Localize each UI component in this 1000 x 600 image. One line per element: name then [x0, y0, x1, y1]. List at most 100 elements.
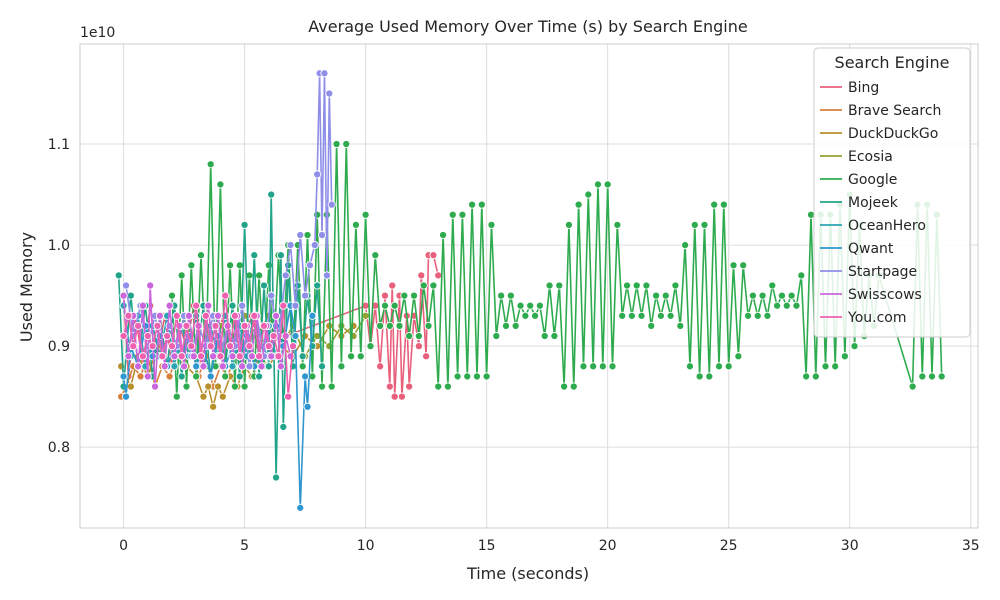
data-point — [550, 331, 559, 341]
data-point — [301, 291, 310, 300]
data-point — [182, 382, 191, 391]
x-tick-label: 30 — [841, 538, 859, 554]
data-point — [119, 331, 128, 341]
x-axis-label: Time (seconds) — [466, 564, 589, 583]
data-point — [196, 352, 206, 361]
data-point — [310, 241, 319, 250]
data-point — [414, 342, 423, 351]
data-point — [342, 139, 351, 149]
data-point — [395, 321, 404, 330]
data-point — [274, 352, 283, 361]
data-point — [196, 251, 206, 260]
data-point — [802, 372, 811, 381]
data-point — [497, 291, 506, 300]
data-point — [564, 220, 573, 229]
data-point — [492, 331, 501, 341]
data-point — [247, 352, 256, 361]
data-point — [579, 362, 588, 371]
data-point — [134, 321, 143, 330]
legend-label: Google — [848, 172, 897, 188]
data-point — [322, 271, 331, 280]
x-tick-label: 15 — [478, 538, 496, 554]
data-point — [647, 321, 656, 330]
data-point — [160, 362, 169, 371]
data-point — [313, 210, 322, 219]
data-point — [296, 503, 305, 512]
legend-label: Startpage — [848, 264, 917, 280]
data-point — [390, 301, 399, 310]
data-point — [235, 352, 244, 361]
data-point — [317, 382, 327, 391]
data-point — [695, 372, 704, 381]
data-point — [681, 241, 690, 250]
data-point — [768, 281, 777, 290]
data-point — [332, 139, 341, 149]
data-point — [516, 301, 525, 310]
data-point — [463, 372, 472, 381]
legend-item: Bing — [820, 80, 879, 96]
data-point — [753, 311, 762, 320]
data-point — [148, 352, 157, 361]
data-point — [739, 261, 748, 270]
data-point — [729, 261, 738, 270]
x-tick-label: 0 — [119, 538, 128, 554]
data-point — [153, 321, 162, 330]
legend-box — [813, 47, 971, 338]
data-point — [414, 331, 423, 341]
data-point — [642, 281, 651, 290]
data-point — [150, 382, 160, 391]
data-point — [724, 362, 733, 371]
data-point — [216, 180, 225, 189]
data-point — [121, 392, 131, 401]
data-point — [204, 382, 213, 391]
legend-item: Qwant — [820, 241, 894, 257]
data-point — [138, 352, 147, 361]
legend-label: Swisscows — [848, 287, 922, 303]
data-point — [719, 200, 728, 209]
data-point — [380, 291, 390, 300]
data-point — [240, 321, 249, 330]
data-point — [690, 220, 699, 229]
data-point — [700, 220, 709, 229]
legend-label: OceanHero — [848, 218, 926, 234]
data-point — [521, 311, 530, 320]
data-point — [238, 362, 247, 371]
data-point — [371, 251, 380, 260]
chart-title: Average Used Memory Over Time (s) by Sea… — [308, 17, 747, 36]
data-point — [216, 352, 225, 361]
data-point — [117, 362, 126, 371]
legend: Search Engine Bing Brave Search DuckDuckGo… — [813, 47, 971, 338]
y-tick-label: 1.0 — [48, 238, 70, 254]
data-point — [177, 271, 186, 280]
data-point — [284, 392, 293, 401]
data-point — [293, 281, 302, 290]
data-point — [821, 362, 830, 371]
data-point — [167, 291, 177, 300]
data-point — [773, 301, 782, 310]
data-point — [366, 342, 375, 351]
data-point — [685, 362, 695, 371]
data-point — [603, 180, 612, 189]
data-point — [235, 261, 244, 270]
data-point — [574, 200, 583, 209]
data-point — [187, 261, 196, 270]
data-point — [182, 321, 191, 330]
data-point — [230, 382, 239, 391]
legend-items: Bing Brave Search DuckDuckGo Ecosia Google Mo… — [820, 80, 941, 326]
y-axis: 0.8 0.9 1.0 1.1 — [48, 137, 70, 456]
series-swisscows — [119, 281, 295, 391]
data-point — [744, 311, 753, 320]
data-point — [167, 342, 177, 351]
data-point — [458, 210, 467, 219]
data-point — [545, 281, 554, 290]
data-point — [584, 190, 593, 199]
data-point — [172, 392, 181, 401]
legend-item: DuckDuckGo — [820, 126, 938, 142]
legend-item: Brave Search — [820, 103, 941, 119]
series-line — [122, 284, 292, 388]
data-point — [748, 291, 757, 300]
data-point — [356, 352, 365, 361]
data-point — [472, 372, 482, 381]
y-axis-multiplier: 1e10 — [80, 25, 115, 41]
data-point — [199, 362, 208, 371]
